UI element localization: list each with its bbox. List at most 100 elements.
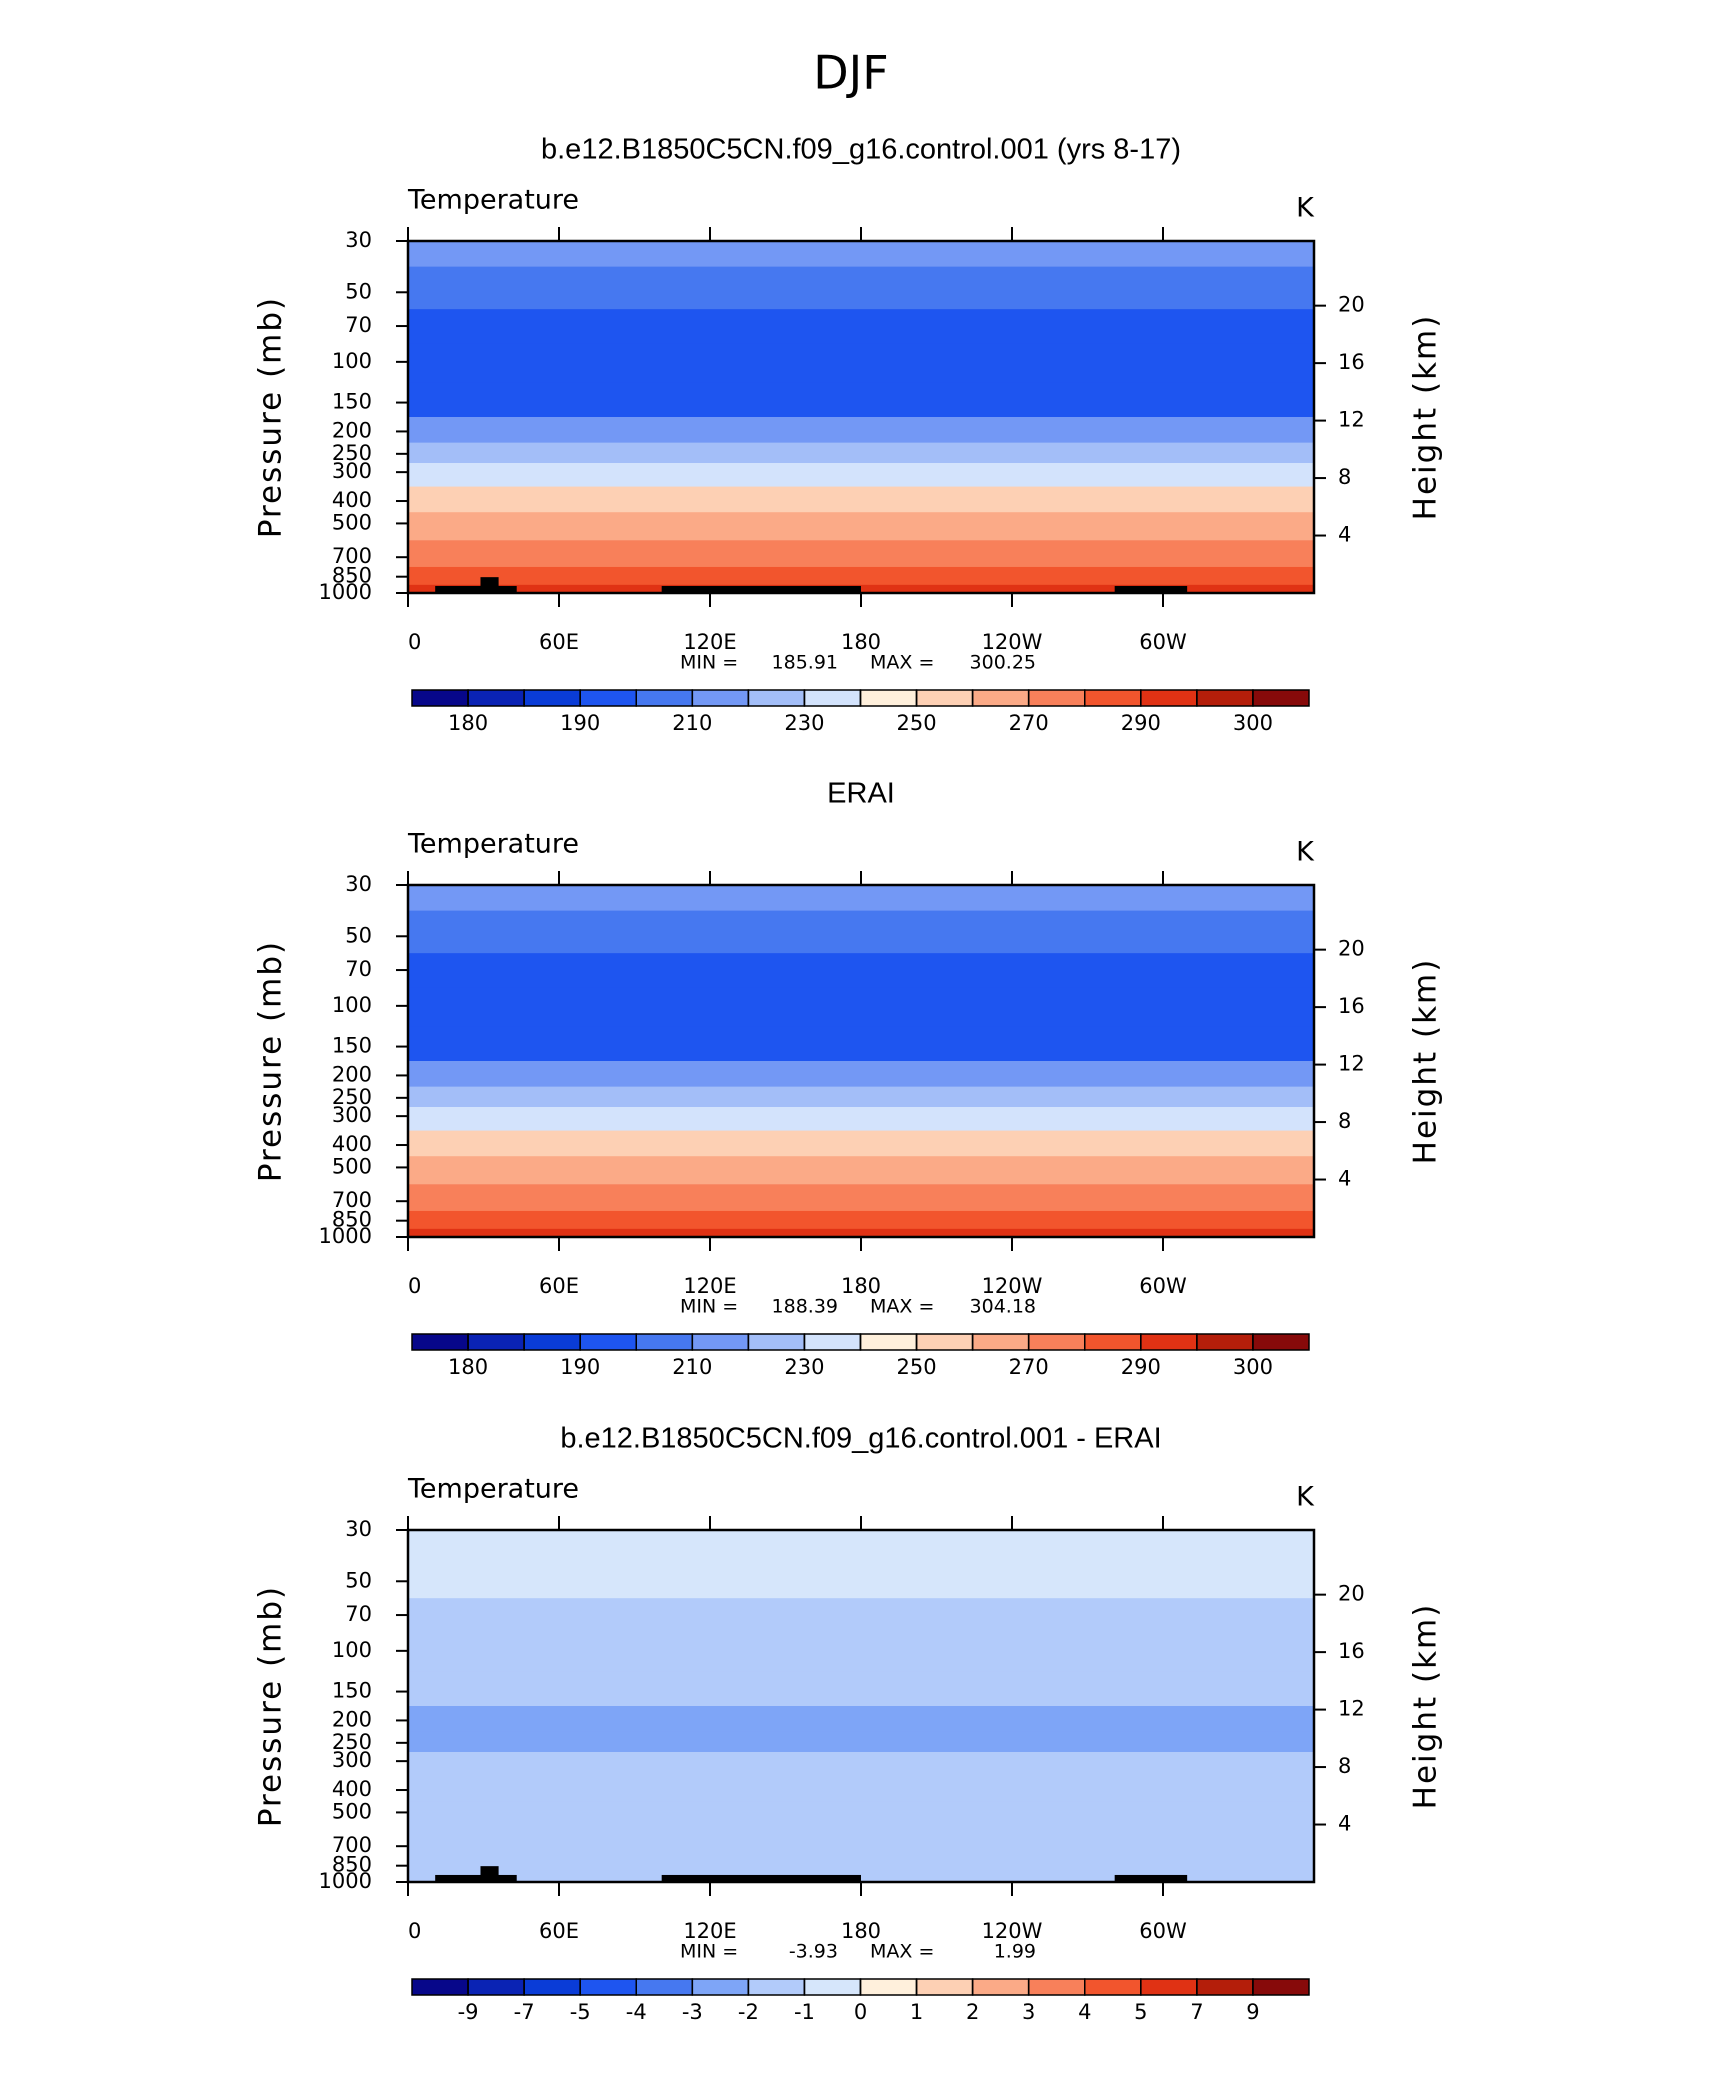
y-tick-label: 100 bbox=[332, 1638, 372, 1662]
x-tick-label: 120E bbox=[683, 630, 736, 654]
colorbar-box bbox=[523, 1333, 581, 1351]
y2-tick-label: 16 bbox=[1338, 994, 1365, 1018]
contour-band bbox=[408, 462, 1314, 488]
y-tick-label: 70 bbox=[345, 957, 372, 981]
colorbar-box bbox=[915, 689, 974, 707]
y-tick-label: 500 bbox=[332, 1154, 372, 1178]
max-label: MAX = bbox=[870, 652, 934, 674]
y2-tick-label: 4 bbox=[1338, 523, 1351, 547]
colorbar-box bbox=[1140, 1978, 1198, 1996]
colorbar-box bbox=[859, 1978, 918, 1996]
topography bbox=[480, 577, 499, 593]
contour-band bbox=[408, 309, 1314, 345]
colorbar-label: -1 bbox=[794, 2000, 815, 2024]
colorbar-box bbox=[747, 689, 806, 707]
colorbar-box bbox=[971, 1333, 1030, 1351]
contour-band bbox=[408, 1731, 1314, 1753]
colorbar-label: 0 bbox=[854, 2000, 867, 2024]
colorbar-label: 250 bbox=[897, 711, 937, 735]
colorbar-box bbox=[859, 689, 918, 707]
min-value: 185.91 bbox=[772, 652, 838, 674]
colorbar-label: 9 bbox=[1246, 2000, 1259, 2024]
colorbar-label: -5 bbox=[570, 2000, 591, 2024]
panel-title: ERAI bbox=[827, 778, 895, 810]
max-label: MAX = bbox=[870, 1296, 934, 1318]
contour-band bbox=[408, 1210, 1314, 1230]
colorbar-label: -3 bbox=[682, 2000, 703, 2024]
y2-tick-label: 8 bbox=[1338, 1109, 1351, 1133]
y-tick-label: 500 bbox=[332, 510, 372, 534]
colorbar-label: -9 bbox=[458, 2000, 479, 2024]
x-tick-label: 60E bbox=[539, 1274, 579, 1298]
topography bbox=[1114, 1874, 1188, 1882]
x-tick-label: 120E bbox=[683, 1274, 736, 1298]
y-tick-label: 400 bbox=[332, 488, 372, 512]
colorbar-label: 210 bbox=[672, 711, 712, 735]
max-value: 304.18 bbox=[970, 1296, 1036, 1318]
colorbar-box bbox=[635, 1333, 694, 1351]
contour-band bbox=[408, 1228, 1314, 1237]
contour-band bbox=[408, 417, 1314, 444]
y-tick-label: 850 bbox=[332, 564, 372, 588]
x-tick-label: 60E bbox=[539, 1919, 579, 1943]
y2-tick-label: 12 bbox=[1338, 1697, 1365, 1721]
contour-band bbox=[408, 1751, 1314, 1777]
y-axis-label: Pressure (mb) bbox=[253, 940, 289, 1182]
contour-band bbox=[408, 1086, 1314, 1108]
field bbox=[408, 1530, 1314, 1882]
y-tick-label: 300 bbox=[332, 459, 372, 483]
topography bbox=[435, 1874, 517, 1882]
contour-band bbox=[408, 512, 1314, 541]
colorbar-label: 230 bbox=[784, 1355, 824, 1379]
y2-tick-label: 8 bbox=[1338, 465, 1351, 489]
colorbar-box bbox=[915, 1978, 974, 1996]
y-tick-label: 200 bbox=[332, 1707, 372, 1731]
field bbox=[408, 885, 1314, 1237]
contour-band bbox=[408, 1156, 1314, 1185]
contour-band bbox=[408, 241, 1314, 268]
min-label: MIN = bbox=[680, 1296, 738, 1318]
figure-title: DJF bbox=[813, 46, 888, 100]
contour-band bbox=[408, 1775, 1314, 1802]
colorbar-label: 250 bbox=[897, 1355, 937, 1379]
y-axis-label: Pressure (mb) bbox=[253, 296, 289, 538]
contour-band bbox=[408, 486, 1314, 513]
colorbar-box bbox=[1252, 1978, 1310, 1996]
colorbar-box bbox=[1196, 1978, 1254, 1996]
contour-band bbox=[408, 1632, 1314, 1672]
colorbar-label: 300 bbox=[1233, 711, 1273, 735]
panel-title: b.e12.B1850C5CN.f09_g16.control.001 (yrs… bbox=[541, 134, 1181, 166]
y-tick-label: 70 bbox=[345, 313, 372, 337]
colorbar-box bbox=[411, 689, 469, 707]
x-tick-label: 0 bbox=[408, 1274, 421, 1298]
colorbar-box bbox=[411, 1978, 469, 1996]
colorbar-label: 5 bbox=[1134, 2000, 1147, 2024]
y2-tick-label: 20 bbox=[1338, 937, 1365, 961]
colorbar-label: -4 bbox=[626, 2000, 647, 2024]
colorbar-box bbox=[467, 689, 525, 707]
y-tick-label: 700 bbox=[332, 544, 372, 568]
max-value: 1.99 bbox=[994, 1941, 1036, 1963]
min-label: MIN = bbox=[680, 652, 738, 674]
x-tick-label: 120W bbox=[982, 1274, 1043, 1298]
colorbar-label: 190 bbox=[560, 711, 600, 735]
y-tick-label: 150 bbox=[332, 390, 372, 414]
topography bbox=[435, 585, 517, 593]
y2-axis-label: Height (km) bbox=[1408, 1603, 1444, 1810]
topography bbox=[661, 585, 861, 593]
colorbar-box bbox=[803, 1978, 862, 1996]
y-tick-label: 100 bbox=[332, 349, 372, 373]
y-tick-label: 850 bbox=[332, 1208, 372, 1232]
contour-band bbox=[408, 953, 1314, 989]
panel-title: b.e12.B1850C5CN.f09_g16.control.001 - ER… bbox=[560, 1423, 1161, 1455]
units: K bbox=[1296, 1482, 1316, 1513]
contour-band bbox=[408, 1184, 1314, 1212]
min-label: MIN = bbox=[680, 1941, 738, 1963]
colorbar-box bbox=[859, 1333, 918, 1351]
x-tick-label: 120W bbox=[982, 630, 1043, 654]
colorbar-box bbox=[579, 1333, 637, 1351]
y-tick-label: 300 bbox=[332, 1103, 372, 1127]
y-tick-label: 150 bbox=[332, 1034, 372, 1058]
colorbar-box bbox=[635, 689, 694, 707]
y-tick-label: 250 bbox=[332, 441, 372, 465]
